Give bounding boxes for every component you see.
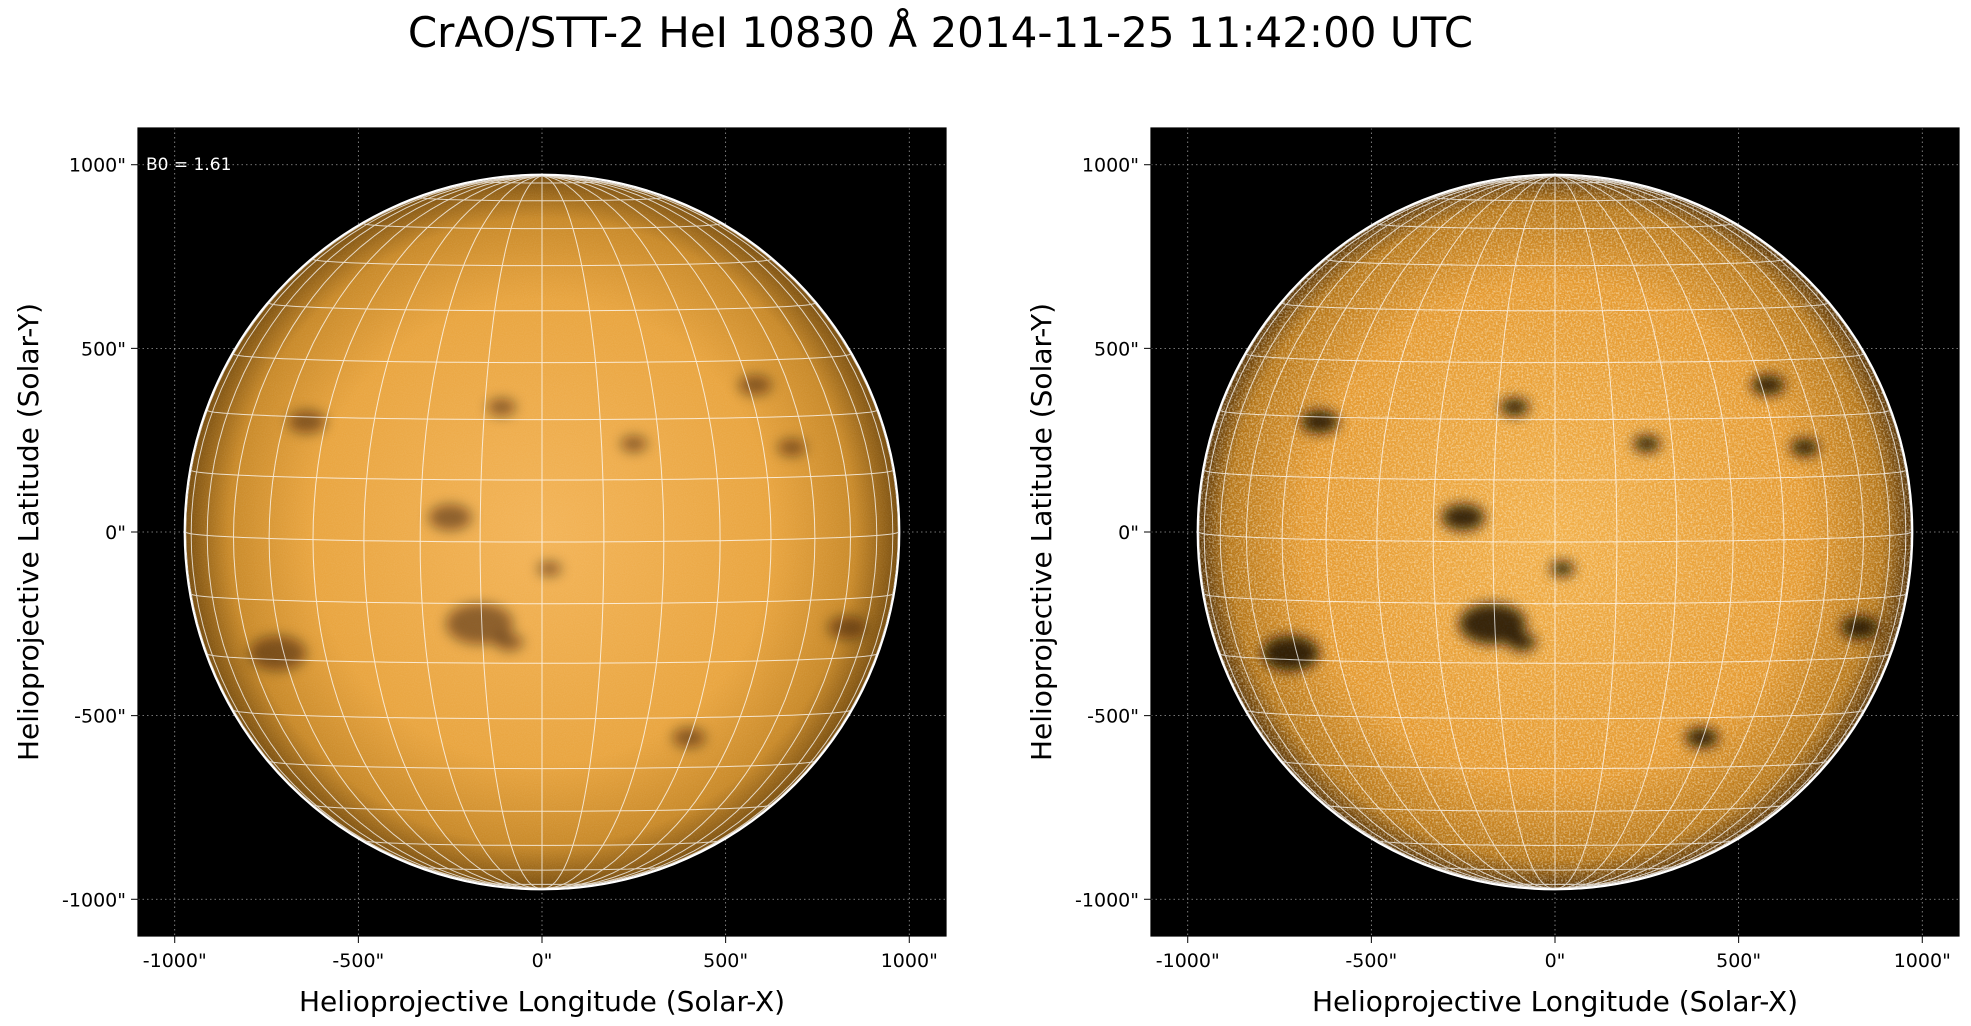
y-tick-label: -1000" — [1075, 889, 1139, 911]
heliographic-grid — [1198, 175, 1912, 889]
x-tick-label: -1000" — [143, 950, 207, 972]
x-tick-label: 1000" — [1894, 950, 1951, 972]
x-tick-label: 0" — [532, 950, 553, 972]
y-tick-label: 1000" — [69, 155, 126, 177]
solar-limb — [1196, 173, 1914, 891]
panel-left: -1000" -1000" -500" -500" 0" 0" 500" 500" 1000" 1… — [12, 127, 947, 1018]
y-tick-label: -500" — [1087, 706, 1139, 728]
solar-disk-image — [185, 175, 899, 889]
y-axis-label: Helioprojective Latitude (Solar-Y) — [1025, 303, 1058, 761]
y-tick-label: -1000" — [62, 889, 126, 911]
y-axis-label: Helioprojective Latitude (Solar-Y) — [12, 303, 45, 761]
y-tick-label: 0" — [105, 522, 126, 544]
y-tick-label: 0" — [1118, 522, 1139, 544]
dark-features — [1261, 374, 1879, 748]
x-axis-label: Helioprojective Longitude (Solar-X) — [299, 985, 785, 1018]
x-tick-label: -500" — [1345, 950, 1397, 972]
x-tick-label: 0" — [1545, 950, 1566, 972]
x-tick-label: -1000" — [1156, 950, 1220, 972]
x-tick-label: -500" — [332, 950, 384, 972]
x-tick-label: 1000" — [881, 950, 938, 972]
y-tick-label: -500" — [74, 706, 126, 728]
figure-title: CrAO/STT-2 HeI 10830 Å 2014-11-25 11:42:… — [407, 8, 1474, 57]
b0-annotation: B0 = 1.61 — [146, 155, 231, 175]
x-tick-label: 500" — [1716, 950, 1761, 972]
solar-disk-image — [1198, 175, 1912, 889]
dark-features — [248, 374, 866, 748]
heliographic-grid — [185, 175, 899, 889]
y-tick-label: 500" — [1094, 338, 1139, 360]
panel-right: -1000" -1000" -500" -500" 0" 0" 500" 500" 1000" 1… — [1025, 127, 1960, 1018]
y-tick-label: 500" — [81, 338, 126, 360]
x-axis-label: Helioprojective Longitude (Solar-X) — [1312, 985, 1798, 1018]
x-tick-label: 500" — [703, 950, 748, 972]
y-tick-label: 1000" — [1082, 155, 1139, 177]
solar-limb — [183, 173, 901, 891]
